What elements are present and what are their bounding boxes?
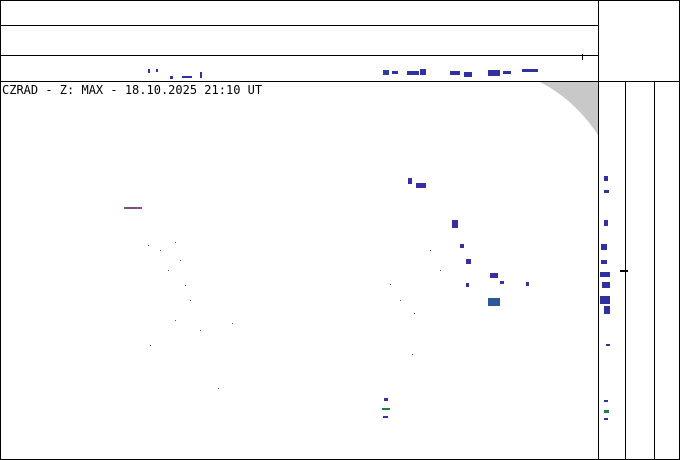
no-coverage (540, 82, 598, 135)
top-projection (148, 69, 538, 79)
side-projection (600, 176, 628, 420)
echoes (124, 178, 529, 418)
product-title: CZRAD - Z: MAX - 18.10.2025 21:10 UT (2, 83, 262, 97)
clutter (148, 242, 441, 389)
